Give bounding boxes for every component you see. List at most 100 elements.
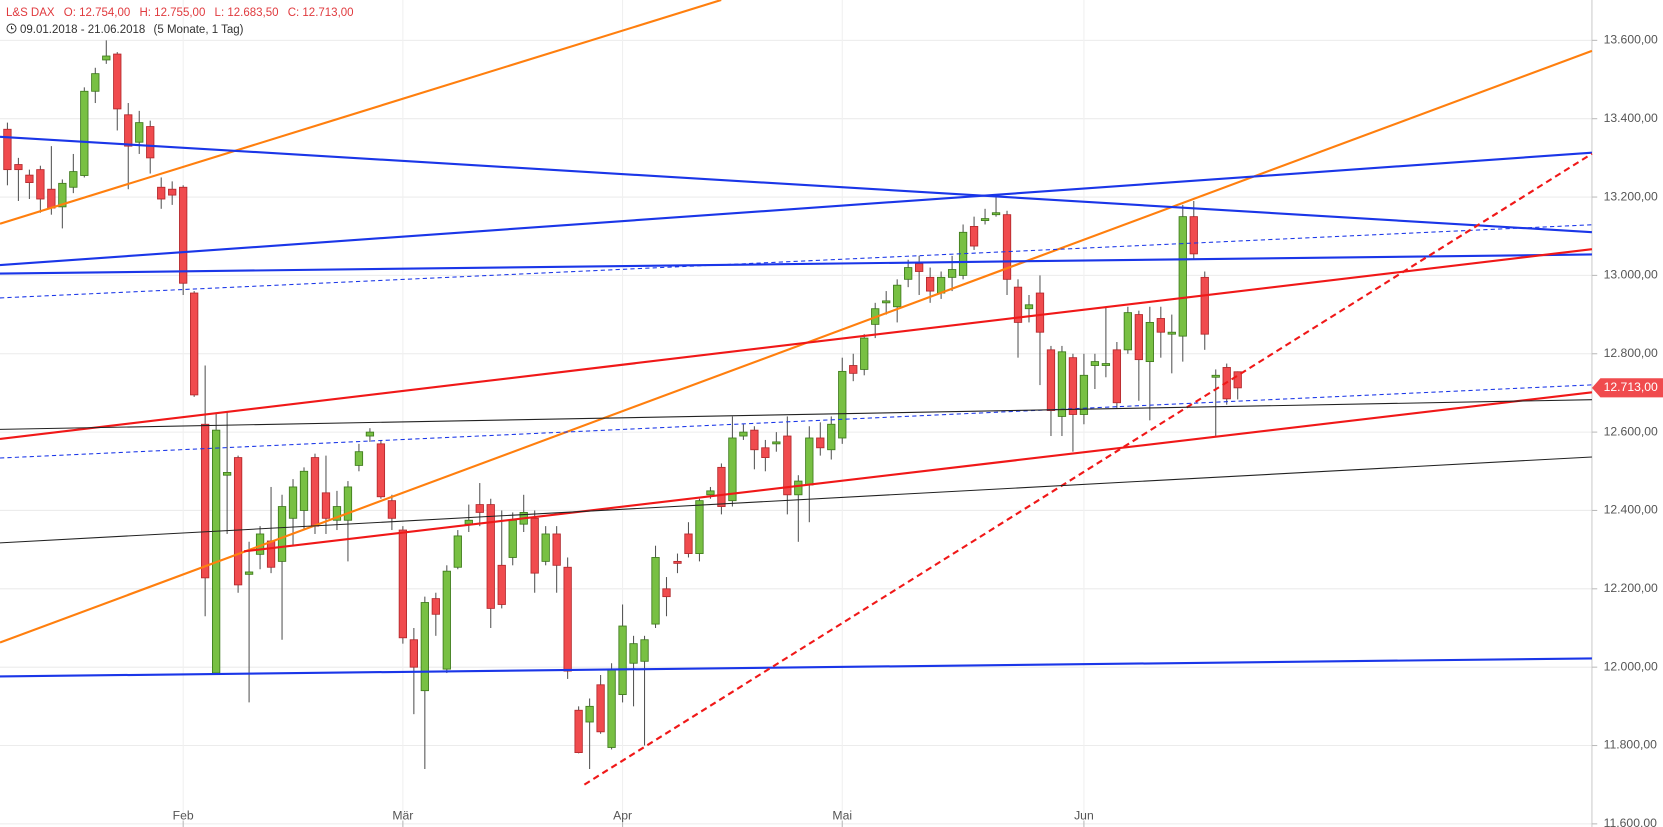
ohlc-label: C: 12.713,00 — [287, 7, 354, 19]
x-tick-label: Mai — [832, 809, 852, 823]
candle-body — [750, 429, 759, 451]
ohlc-label: O: 12.754,00 — [63, 7, 131, 19]
candle-body — [1145, 321, 1154, 363]
candle-body — [201, 423, 210, 579]
candle-body — [739, 431, 748, 437]
y-tick-label: 12.600,00 — [1604, 424, 1658, 438]
candle-body — [1079, 374, 1089, 415]
trendline — [0, 151, 1593, 267]
candle-body — [354, 451, 364, 466]
candle-body — [904, 267, 913, 280]
candle-body — [1200, 276, 1209, 335]
y-tick-label: 13.600,00 — [1604, 33, 1658, 47]
candle-body — [332, 506, 342, 521]
candle-body — [728, 437, 737, 502]
candle-body — [113, 53, 122, 110]
candle-body — [1090, 361, 1100, 366]
candle-body — [991, 212, 1001, 216]
candle-body — [211, 429, 221, 674]
candle-body — [102, 55, 111, 61]
candle-body — [58, 182, 67, 208]
candle-body — [1057, 351, 1067, 417]
candle-body — [222, 472, 232, 476]
candle-body — [1024, 304, 1034, 310]
x-tick-label: Apr — [613, 809, 632, 823]
candle-body — [475, 504, 484, 513]
candle-body — [651, 557, 660, 625]
candle-body — [794, 480, 803, 496]
candle-body — [585, 705, 594, 723]
trendline — [0, 657, 1592, 678]
trendline — [0, 253, 1592, 275]
candle-body — [574, 709, 583, 753]
candle-body — [1178, 216, 1187, 337]
candle-body — [717, 466, 726, 507]
candle-body — [69, 171, 78, 188]
candle-body — [640, 639, 649, 662]
candle-body — [310, 457, 320, 527]
candle-body — [772, 441, 781, 445]
candle-body — [915, 263, 924, 272]
candle-body — [233, 457, 243, 586]
grid — [0, 0, 1592, 827]
candle-body — [1123, 312, 1132, 351]
clock-icon — [6, 23, 17, 34]
candle-body — [1233, 371, 1242, 389]
candle-body — [420, 602, 429, 692]
candle-body — [277, 506, 287, 562]
candle-body — [3, 128, 12, 171]
candle-body — [135, 122, 144, 143]
trendline — [0, 224, 1592, 299]
x-tick-label: Feb — [173, 809, 194, 823]
ohlc-label: L: 12.683,50 — [214, 7, 279, 19]
candle-body — [409, 639, 418, 668]
period-row: 09.01.2018 - 21.06.2018 (5 Monate, 1 Tag… — [6, 22, 360, 39]
instrument-row: L&S DAX O: 12.754,00 H: 12.755,00 L: 12.… — [6, 5, 360, 22]
candle-body — [168, 188, 177, 196]
candle-body — [1167, 331, 1176, 335]
candle-body — [14, 164, 23, 171]
trendline — [0, 49, 1593, 644]
candle-body — [398, 529, 408, 639]
y-tick-label: 12.800,00 — [1604, 346, 1658, 360]
candle-body — [1068, 357, 1078, 415]
period: (5 Monate, 1 Tag) — [153, 24, 244, 36]
candle-body — [1046, 349, 1056, 411]
trendline — [0, 135, 1593, 234]
candle-body — [80, 90, 89, 176]
candle-body — [387, 500, 397, 519]
candle-body — [1156, 318, 1165, 333]
candle-body — [541, 533, 550, 562]
candle-body — [805, 437, 814, 486]
ohlc-label: H: 12.755,00 — [139, 7, 206, 19]
candle-body — [827, 423, 836, 451]
candle-body — [179, 186, 188, 284]
candle-body — [47, 188, 56, 209]
candle-body — [244, 571, 254, 575]
candle-body — [618, 625, 627, 696]
candle-body — [508, 519, 517, 558]
candle-body — [157, 186, 166, 200]
candle-body — [925, 276, 935, 292]
candle-body — [816, 437, 825, 449]
candle-body — [563, 566, 572, 672]
candle-body — [969, 226, 979, 247]
candle-body — [190, 292, 199, 396]
candle-body — [1189, 216, 1198, 255]
y-tick-label: 12.400,00 — [1604, 503, 1658, 517]
candle-body — [530, 517, 539, 574]
candle-body — [596, 684, 605, 733]
candle-body — [882, 300, 891, 304]
candle-body — [453, 535, 462, 568]
candle-body — [365, 431, 375, 437]
x-tick-label: Mär — [392, 809, 413, 823]
candle-body — [25, 174, 34, 183]
candle-body — [1013, 286, 1023, 323]
candle-body — [629, 643, 638, 664]
candle-body — [376, 443, 386, 498]
trendline — [0, 0, 722, 225]
candle-body — [146, 126, 155, 159]
candle-body — [36, 169, 45, 200]
